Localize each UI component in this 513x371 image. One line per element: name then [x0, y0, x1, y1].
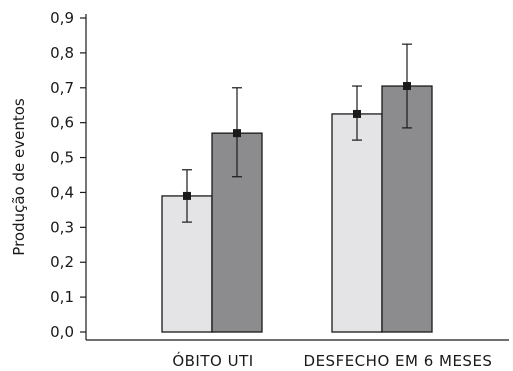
- category-label: ÓBITO UTI: [172, 351, 253, 370]
- category-label: DESFECHO EM 6 MESES: [304, 352, 493, 370]
- mean-marker: [233, 129, 241, 138]
- y-tick-label: 0,9: [50, 9, 74, 27]
- mean-marker: [183, 191, 191, 200]
- y-tick-label: 0,1: [50, 288, 74, 306]
- y-tick-label: 0,3: [50, 218, 74, 236]
- bar-1-0: [331, 113, 383, 333]
- category-labels: ÓBITO UTI DESFECHO EM 6 MESES: [172, 351, 492, 370]
- y-tick-label: 0,2: [50, 253, 74, 271]
- y-tick-label: 0,4: [50, 183, 74, 201]
- error-bars: [182, 43, 412, 223]
- y-tick-label: 0,5: [50, 149, 74, 167]
- y-ticks: 0,0 0,1 0,2 0,3 0,4 0,5 0,6 0,7 0,8 0,9: [50, 9, 86, 341]
- bars: [161, 85, 433, 333]
- y-tick-label: 0,8: [50, 44, 74, 62]
- y-tick-label: 0,7: [50, 79, 74, 97]
- y-tick-label: 0,6: [50, 114, 74, 132]
- y-tick-label: 0,0: [50, 323, 74, 341]
- mean-marker: [353, 109, 361, 118]
- y-axis-title: Produção de eventos: [10, 98, 28, 256]
- mean-marker: [403, 82, 411, 91]
